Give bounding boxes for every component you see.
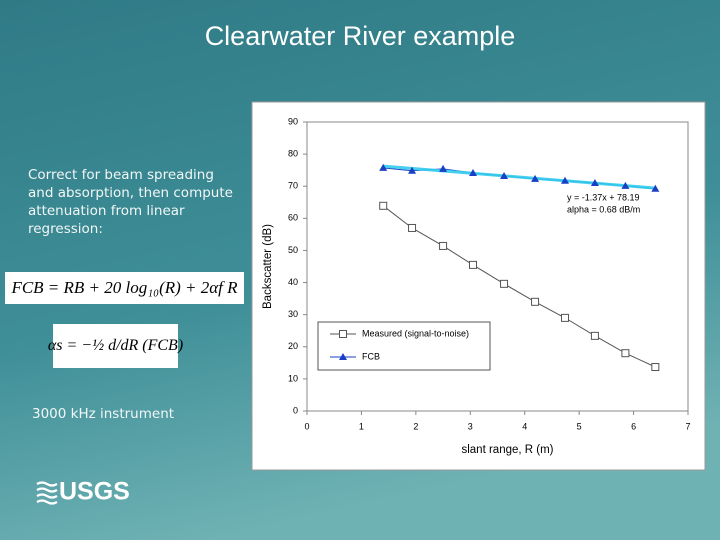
x-tick-label: 0 [304, 421, 309, 431]
marker [621, 349, 630, 358]
x-tick-label: 4 [522, 421, 527, 431]
y-tick-label: 60 [288, 213, 298, 223]
annotation: y = -1.37x + 78.19 [567, 192, 640, 202]
marker [621, 181, 630, 189]
marker [590, 331, 599, 340]
marker [408, 166, 417, 174]
x-tick-label: 2 [413, 421, 418, 431]
marker [408, 223, 417, 232]
marker [651, 363, 660, 372]
y-tick-label: 20 [288, 341, 298, 351]
logo-waves [36, 481, 58, 505]
y-tick-label: 0 [293, 405, 298, 415]
legend-marker [339, 353, 347, 360]
annotation: alpha = 0.68 dB/m [567, 204, 640, 214]
equation: FCB = RB + 20 log₁₀(R) + 2αf R [5, 272, 244, 304]
y-axis-label: Backscatter (dB) [262, 224, 274, 309]
marker [469, 260, 478, 269]
marker [439, 241, 448, 250]
marker [560, 313, 569, 322]
marker [379, 201, 388, 210]
y-tick-label: 90 [288, 116, 298, 126]
trendline [383, 164, 656, 190]
equation: αs = −½ d/dR (FCB) [48, 324, 183, 368]
wave [36, 499, 58, 505]
y-tick-label: 80 [288, 148, 298, 158]
wave [36, 481, 58, 487]
slide-title: Clearwater River example [205, 21, 516, 51]
series-line [382, 205, 656, 368]
y-tick-label: 30 [288, 309, 298, 319]
x-axis-label: slant range, R (m) [461, 444, 553, 456]
marker [500, 279, 509, 288]
legend-marker [339, 330, 347, 338]
marker [469, 169, 478, 177]
x-tick-label: 5 [577, 421, 582, 431]
x-tick-label: 6 [631, 421, 636, 431]
marker [531, 297, 540, 306]
x-tick-label: 1 [359, 421, 364, 431]
y-tick-label: 50 [288, 245, 298, 255]
wave [36, 493, 58, 499]
wave [36, 487, 58, 493]
marker [379, 163, 388, 171]
x-tick-label: 7 [685, 421, 690, 431]
legend-label: Measured (signal-to-noise) [362, 328, 469, 338]
x-tick-label: 3 [468, 421, 473, 431]
marker [439, 164, 448, 172]
logo-text: USGS [59, 478, 130, 506]
marker [590, 179, 599, 187]
chart-panel [251, 101, 706, 471]
plot-area [306, 121, 689, 412]
y-tick-label: 70 [288, 181, 298, 191]
y-tick-label: 10 [288, 373, 298, 383]
y-tick-label: 40 [288, 277, 298, 287]
legend-label: FCB [362, 351, 380, 361]
marker [560, 176, 569, 184]
note: 3000 kHz instrument [32, 406, 175, 422]
marker [531, 174, 540, 182]
marker [651, 184, 660, 192]
body-text: Correct for beam spreading and absorptio… [28, 167, 233, 237]
marker [500, 171, 509, 179]
